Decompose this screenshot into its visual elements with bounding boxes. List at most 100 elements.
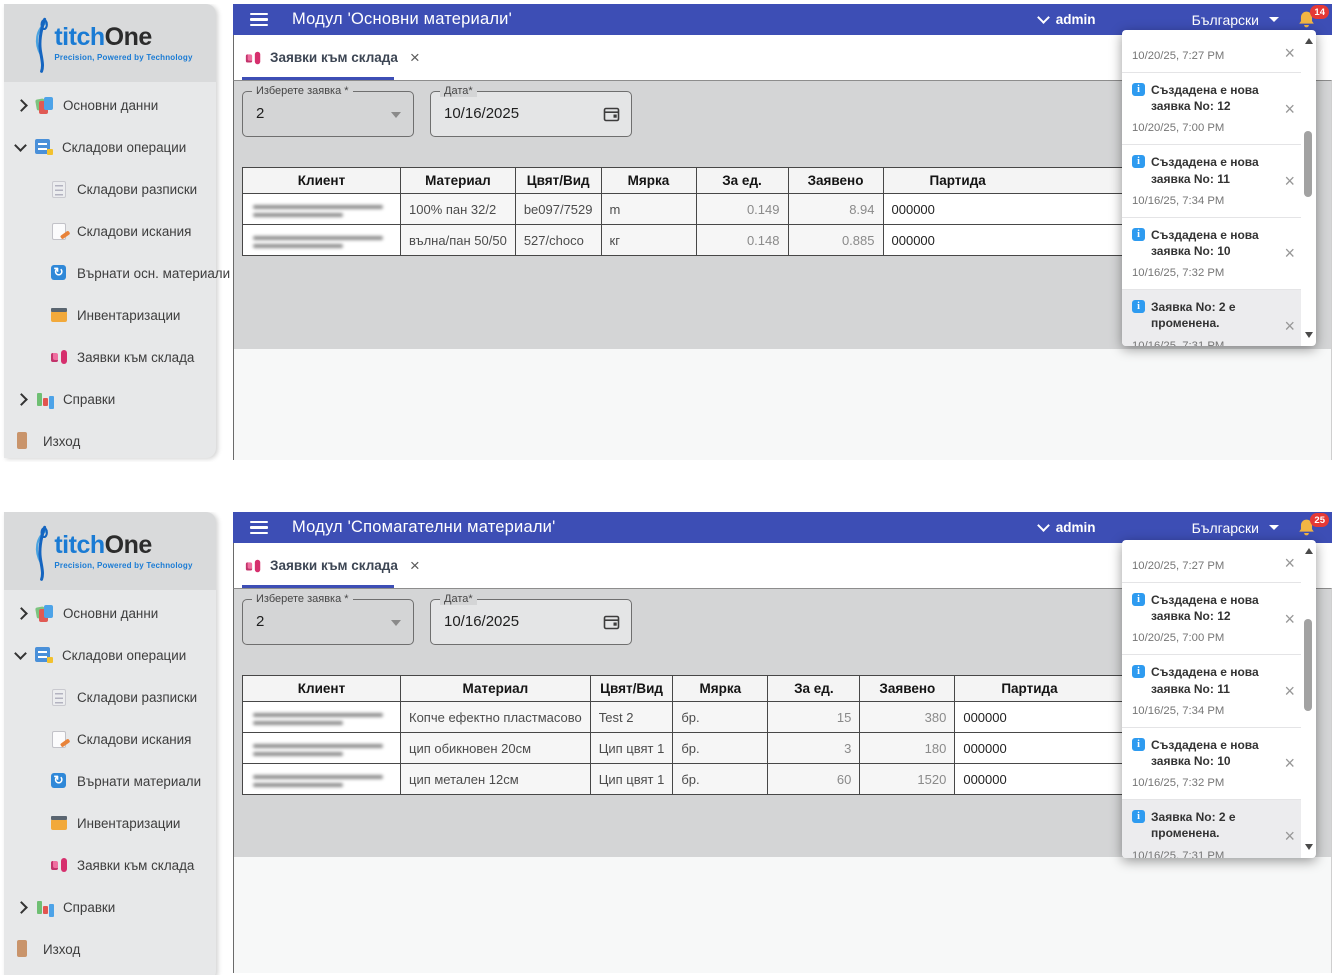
notification-close-icon[interactable]: × (1284, 315, 1295, 336)
notifications-list: × 10/20/25, 7:27 PM Създадена е нова зая… (1122, 540, 1301, 858)
tab-requests[interactable]: Заявки към склада × (234, 543, 420, 588)
client-cell-redacted (242, 701, 401, 733)
notification-close-icon[interactable]: × (1284, 825, 1295, 846)
notification-close-icon[interactable]: × (1284, 98, 1295, 119)
module-title: Модул 'Спомагателни материали' (292, 518, 556, 536)
tab-requests[interactable]: Заявки към склада × (234, 35, 420, 80)
unit-cell: бр. (672, 701, 769, 733)
scrollbar-thumb[interactable] (1304, 619, 1312, 711)
notifications-button[interactable]: 25 (1297, 513, 1329, 537)
needle-logo-icon (36, 525, 49, 581)
column-header: За ед. (695, 167, 789, 194)
tab-close-icon[interactable]: × (409, 48, 420, 67)
request-select[interactable]: Изберете заявка * 2 (242, 85, 414, 137)
tab-close-icon[interactable]: × (409, 556, 420, 575)
sidebar-item[interactable]: Изход (4, 420, 216, 462)
sidebar-menu: Основни данни Складови операции Складови… (4, 590, 216, 970)
hamburger-menu-icon[interactable] (250, 520, 268, 535)
notifications-button[interactable]: 14 (1297, 5, 1329, 29)
notification-close-icon[interactable]: × (1284, 681, 1295, 702)
sidebar-item[interactable]: Складови разписки (4, 168, 216, 210)
app-logo: titchOne Precision, Powered by Technolog… (4, 512, 216, 590)
brand-block: titchOne Precision, Powered by Technolog… (54, 532, 193, 570)
chevron-right-icon (15, 900, 28, 914)
language-selector[interactable]: Български (1192, 520, 1279, 536)
notification-header: Създадена е нова заявка No: 12 (1132, 82, 1295, 114)
sidebar-item[interactable]: Складови операции (4, 126, 216, 168)
scrollbar-thumb[interactable] (1304, 131, 1312, 197)
receipt-icon (50, 689, 69, 706)
per-unit-cell: 0.149 (695, 193, 789, 225)
sidebar-item[interactable]: Заявки към склада (4, 844, 216, 886)
request-select[interactable]: Изберете заявка * 2 (242, 593, 414, 645)
panel-scrollbar[interactable] (1302, 31, 1315, 345)
hamburger-menu-icon[interactable] (250, 12, 268, 27)
sidebar-item-label: Справки (63, 391, 116, 407)
sidebar-item[interactable]: Складови операции (4, 634, 216, 676)
scroll-up-icon[interactable] (1305, 548, 1313, 554)
sidebar-item[interactable]: Върнати материали (4, 760, 216, 802)
language-label: Български (1191, 519, 1259, 536)
column-header: Мярка (672, 675, 769, 702)
sidebar: titchOne Precision, Powered by Technolog… (4, 4, 230, 458)
table-row[interactable]: Копче ефектно пластмасово Test 2 бр. 15 … (242, 701, 1294, 733)
header-right: admin Български 25 (1036, 513, 1332, 537)
notification-close-icon[interactable]: × (1284, 243, 1295, 264)
select-arrow-icon (391, 112, 401, 118)
sidebar-item[interactable]: Изход (4, 928, 216, 970)
column-header: Цвят/Вид (514, 167, 602, 194)
column-header: Цвят/Вид (589, 675, 674, 702)
brand-tagline: Precision, Powered by Technology (54, 52, 193, 62)
info-icon (1132, 593, 1145, 606)
per-unit-cell: 3 (767, 732, 861, 764)
brand-tagline: Precision, Powered by Technology (54, 560, 193, 570)
calendar-icon (603, 107, 620, 122)
sidebar-item[interactable]: Основни данни (4, 592, 216, 634)
notification-close-icon[interactable]: × (1284, 553, 1295, 573)
table-row[interactable]: 100% пан 32/2 be097/7529 m 0.149 8.94 00… (242, 193, 1222, 225)
sidebar-item-label: Основни данни (63, 97, 159, 113)
scroll-down-icon[interactable] (1305, 332, 1313, 338)
sidebar-item[interactable]: Складови искания (4, 210, 216, 252)
color-cell: Цип цвят 1 (589, 763, 674, 795)
sidebar-item[interactable]: Справки (4, 886, 216, 928)
notification-close-icon[interactable]: × (1284, 43, 1295, 63)
sidebar-item[interactable]: Справки (4, 378, 216, 420)
notification-message: Създадена е нова заявка No: 12 (1151, 83, 1259, 114)
sidebar-item[interactable]: Инвентаризации (4, 294, 216, 336)
scroll-up-icon[interactable] (1305, 38, 1313, 44)
sidebar-item[interactable]: Върнати осн. материали (4, 252, 230, 294)
notification-close-icon[interactable]: × (1284, 608, 1295, 629)
select-value: 2 (256, 105, 265, 122)
material-cell: Копче ефектно пластмасово (400, 701, 591, 733)
date-field[interactable]: Дата* 10/16/2025 (430, 593, 632, 645)
table-row[interactable]: вълна/пан 50/50 527/choco кг 0.148 0.885… (242, 224, 1222, 256)
notification-header: Създадена е нова заявка No: 10 (1132, 737, 1295, 769)
date-field[interactable]: Дата* 10/16/2025 (430, 85, 632, 137)
sidebar-item[interactable]: Складови искания (4, 718, 216, 760)
panel-scrollbar[interactable] (1302, 541, 1315, 857)
dropdown-arrow-icon (1269, 17, 1279, 22)
column-header: Заявено (859, 675, 956, 702)
user-menu[interactable]: admin (1036, 11, 1096, 27)
notification-header: Заявка No: 2 е променена. (1132, 809, 1295, 841)
info-icon (1132, 300, 1145, 314)
language-selector[interactable]: Български (1192, 12, 1279, 28)
notification-close-icon[interactable]: × (1284, 171, 1295, 192)
exit-icon (16, 432, 35, 449)
sidebar-item[interactable]: Основни данни (4, 84, 216, 126)
sidebar-item[interactable]: Заявки към склада (4, 336, 216, 378)
info-icon (1132, 737, 1145, 751)
sidebar-item[interactable]: Инвентаризации (4, 802, 216, 844)
bell-icon (1299, 519, 1314, 536)
username: admin (1055, 12, 1096, 27)
sidebar-item[interactable]: Складови разписки (4, 676, 216, 718)
inventory-icon (50, 307, 69, 323)
user-menu[interactable]: admin (1036, 519, 1096, 535)
return-icon (50, 265, 69, 281)
form-table-panel: Изберете заявка * 2 Дата* 10/16/2025 (234, 589, 1331, 857)
username: admin (1055, 520, 1096, 535)
scroll-down-icon[interactable] (1305, 844, 1313, 850)
notification-close-icon[interactable]: × (1284, 753, 1295, 774)
per-unit-cell: 15 (767, 701, 861, 733)
